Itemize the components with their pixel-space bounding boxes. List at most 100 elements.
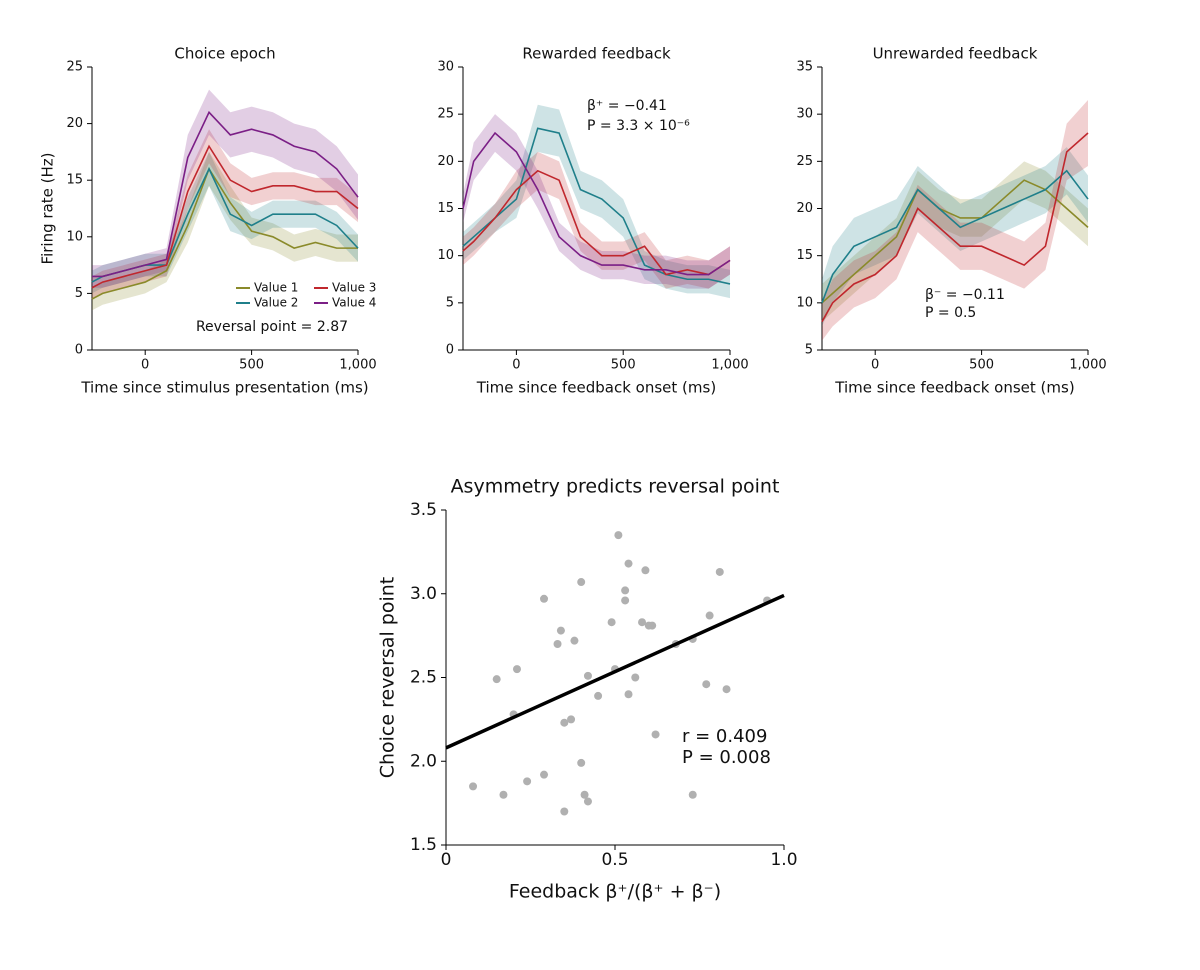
error-band xyxy=(92,151,358,294)
scatter-point xyxy=(492,675,501,684)
annotation: P = 0.008 xyxy=(682,747,771,768)
x-tick-label: 0 xyxy=(871,358,879,373)
y-tick-label: 15 xyxy=(66,173,83,188)
scatter-point xyxy=(594,691,603,700)
scatter-point xyxy=(624,559,633,568)
y-tick-label: 15 xyxy=(437,201,454,216)
x-tick-label: 1,000 xyxy=(339,358,376,373)
error-band xyxy=(463,114,730,289)
y-tick-label: 10 xyxy=(437,248,454,263)
x-tick-label: 0 xyxy=(512,358,520,373)
scatter-point xyxy=(560,807,569,816)
y-tick-label: 3.5 xyxy=(410,500,437,520)
series-line xyxy=(91,144,359,289)
error-band xyxy=(463,151,730,289)
scatter-point xyxy=(651,730,660,739)
x-tick-label: 1,000 xyxy=(711,358,748,373)
y-tick-label: 15 xyxy=(796,248,813,263)
legend-label: Value 3 xyxy=(332,281,376,295)
legend-label: Value 2 xyxy=(254,296,298,310)
series-line xyxy=(821,169,1089,304)
scatter-point xyxy=(469,782,478,791)
y-tick-label: 20 xyxy=(796,201,813,216)
scatter-point xyxy=(722,685,731,694)
chart-title: Asymmetry predicts reversal point xyxy=(451,476,780,498)
y-tick-label: 20 xyxy=(66,116,83,131)
y-axis-label: Firing rate (Hz) xyxy=(39,153,57,265)
scatter-point xyxy=(607,618,616,627)
error-band xyxy=(92,89,358,288)
annotation: Reversal point = 2.87 xyxy=(196,319,348,335)
y-tick-label: 25 xyxy=(437,107,454,122)
series-line xyxy=(821,179,1089,304)
x-axis-label: Feedback β⁺/(β⁺ + β⁻) xyxy=(509,881,721,903)
x-tick-label: 1,000 xyxy=(1069,358,1106,373)
annotation: r = 0.409 xyxy=(682,726,767,747)
y-tick-label: 3.0 xyxy=(410,584,437,604)
x-axis-label: Time since feedback onset (ms) xyxy=(476,379,716,397)
y-tick-label: 1.5 xyxy=(410,835,437,855)
scatter-point xyxy=(621,586,630,595)
y-tick-label: 0 xyxy=(75,343,83,358)
error-band xyxy=(822,147,1088,327)
y-tick-label: 25 xyxy=(796,154,813,169)
x-axis-label: Time since feedback onset (ms) xyxy=(834,379,1074,397)
scatter-point xyxy=(560,718,569,727)
legend-label: Value 4 xyxy=(332,296,376,310)
y-tick-label: 0 xyxy=(446,343,454,358)
annotation: β⁺ = −0.41 xyxy=(587,98,667,114)
scatter-point xyxy=(570,636,579,645)
series-line xyxy=(462,169,731,276)
scatter-point xyxy=(523,777,532,786)
scatter-point xyxy=(553,640,562,648)
chart-title: Choice epoch xyxy=(174,45,275,63)
x-tick-label: 1.0 xyxy=(770,850,797,870)
y-tick-label: 2.5 xyxy=(410,668,437,688)
scatter-point xyxy=(688,790,697,799)
scatter-point xyxy=(648,621,657,630)
scatter-point xyxy=(577,578,586,587)
scatter-point xyxy=(705,611,714,620)
error-band xyxy=(822,161,1088,322)
series-line xyxy=(462,131,731,276)
scatter-point xyxy=(583,797,592,806)
scatter-point xyxy=(624,690,633,699)
chart-title: Unrewarded feedback xyxy=(873,45,1038,63)
scatter-point xyxy=(702,680,711,689)
annotation: β⁻ = −0.11 xyxy=(925,287,1005,303)
scatter-point xyxy=(567,715,576,724)
x-tick-label: 0 xyxy=(441,850,452,870)
scatter-point xyxy=(577,758,586,767)
x-tick-label: 0 xyxy=(141,358,149,373)
scatter-point xyxy=(631,673,640,682)
scatter-point xyxy=(556,626,565,635)
scatter-point xyxy=(621,596,630,605)
scatter-point xyxy=(583,671,592,680)
error-band xyxy=(92,129,358,300)
series-line xyxy=(462,127,731,285)
scatter-point xyxy=(641,566,650,575)
x-tick-label: 500 xyxy=(969,358,994,373)
y-tick-label: 25 xyxy=(66,60,83,75)
series-line xyxy=(91,167,358,300)
error-band xyxy=(822,100,1088,341)
error-band xyxy=(92,151,358,311)
y-axis-label: Choice reversal point xyxy=(377,577,399,779)
y-tick-label: 5 xyxy=(805,343,813,358)
scatter-point xyxy=(638,618,647,627)
y-tick-label: 10 xyxy=(796,295,813,310)
y-tick-label: 5 xyxy=(446,295,454,310)
chart-title: Rewarded feedback xyxy=(522,45,671,63)
scatter-point xyxy=(499,790,508,799)
scatter-point xyxy=(614,531,623,540)
annotation: P = 3.3 × 10⁻⁶ xyxy=(587,118,690,134)
y-tick-label: 30 xyxy=(796,107,813,122)
x-axis-label: Time since stimulus presentation (ms) xyxy=(80,379,368,397)
scatter-point xyxy=(580,790,589,799)
annotation: P = 0.5 xyxy=(925,305,976,321)
x-tick-label: 0.5 xyxy=(601,850,628,870)
y-tick-label: 35 xyxy=(796,60,813,75)
legend-label: Value 1 xyxy=(254,281,298,295)
scatter-point xyxy=(540,594,549,603)
